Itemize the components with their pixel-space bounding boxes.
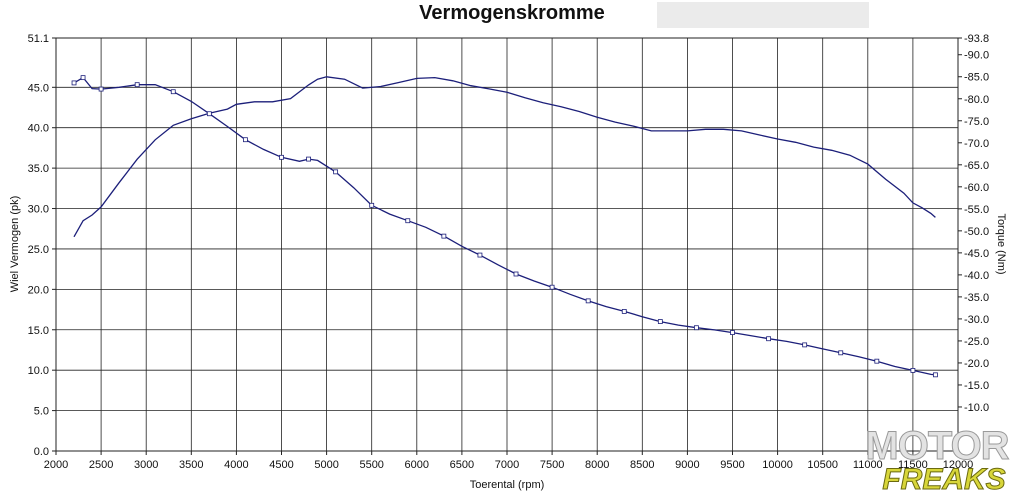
x-tick-label: 10000 [762,459,793,471]
y-right-tick-label: -85.0 [964,72,989,84]
torque-line [73,76,936,376]
torque-point-marker [369,202,375,208]
torque-point-marker [730,330,735,335]
y-left-tick-label: 25.0 [28,244,49,256]
x-tick-labels: 2000 2500 3000 3500 4000 4500 5000 5500 6000 6500… [44,459,974,471]
y-right-tick-labels: -10.0 -15.0 -20.0 -25.0 -30.0 -35.0 -40.0 -45.0… [964,33,989,414]
torque-point-marker [441,233,447,239]
y-left-tick-label: 35.0 [28,163,49,175]
x-axis-label: Toerental (rpm) [470,479,545,491]
x-tick-label: 11000 [853,459,883,471]
x-tick-label: 6500 [450,459,474,471]
y-axis-left-label: Wiel Vermogen (pk) [9,196,21,293]
torque-point-marker [802,342,808,348]
torque-point-marker [206,111,212,117]
x-tick-label: 12000 [943,459,974,471]
x-tick-label: 4000 [224,459,248,471]
x-tick-label: 3500 [179,459,203,471]
y-left-tick-label: 30.0 [28,204,49,216]
plot-frame [55,37,959,452]
y-left-tick-label: 0.0 [34,446,49,458]
torque-point-marker [333,169,339,175]
chart-title: Vermogenskromme [419,2,605,24]
y-left-tick-labels: 0.0 5.0 10.0 15.0 20.0 25.0 30.0 35.0 40.0 45.0 51… [28,33,49,458]
x-tick-label: 8000 [585,459,609,471]
y-left-tick-label: 5.0 [34,406,49,418]
y-right-tick-label: -20.0 [964,358,989,370]
y-left-tick-label: 40.0 [28,123,49,135]
y-right-tick-label: -15.0 [964,380,989,392]
torque-point-marker [243,137,248,143]
y-left-tick-label: 51.1 [28,33,49,45]
torque-point-marker [874,358,880,364]
y-right-tick-label: -60.0 [964,182,989,194]
y-right-tick-label: -65.0 [964,160,989,172]
y-right-tick-label: -50.0 [964,226,989,238]
y-right-tick-label: -45.0 [964,248,989,260]
torque-point-marker [477,252,483,258]
x-tick-label: 2000 [44,459,68,471]
y-left-tick-label: 45.0 [28,82,49,94]
svg-text:FREAKS: FREAKS [882,463,1005,495]
y-axis-right-label: Torque (Nm) [995,213,1007,274]
torque-point-marker [549,284,555,290]
torque-point-marker [71,80,77,86]
torque-point-marker [766,336,771,342]
torque-point-marker [134,82,140,88]
x-tick-label: 4500 [269,459,293,471]
x-tick-label: 7500 [540,459,564,471]
torque-point-marker [80,75,86,81]
x-tick-label: 9000 [675,459,699,471]
torque-point-marker [405,218,411,224]
x-tick-label: 6000 [405,459,429,471]
torque-point-marker [513,271,519,277]
x-tick-label: 9500 [720,459,744,471]
title-background-patch [657,2,869,28]
series-lines [71,75,938,378]
torque-point-marker [98,86,104,92]
motor-freaks-logo: MOTOR FREAKS [865,424,1011,496]
torque-point-marker [306,156,311,162]
y-right-tick-label: -40.0 [964,270,989,282]
x-tick-label: 5000 [314,459,338,471]
torque-point-marker [279,154,284,160]
y-right-tick-label: -80.0 [964,94,989,106]
x-tick-label: 5500 [359,459,383,471]
x-tick-label: 2500 [89,459,113,471]
x-tick-label: 11500 [898,459,928,471]
torque-point-marker [910,368,916,373]
x-tick-label: 7000 [495,459,519,471]
y-right-tick-label: -35.0 [964,292,989,304]
y-right-tick-label: -75.0 [964,116,989,128]
y-left-tick-label: 10.0 [28,365,49,377]
y-right-tick-label: -93.8 [964,33,989,45]
torque-point-marker [170,89,176,95]
y-right-tick-label: -25.0 [964,336,989,348]
torque-point-marker [585,298,591,304]
y-right-tick-label: -90.0 [964,50,989,62]
x-tick-label: 10500 [807,459,838,471]
torque-point-marker [694,325,699,331]
svg-text:MOTOR: MOTOR [865,424,1009,468]
y-left-tick-label: 15.0 [28,325,49,337]
y-right-tick-label: -10.0 [964,402,989,414]
y-right-tick-label: -30.0 [964,314,989,326]
x-tick-label: 3000 [134,459,158,471]
y-left-tick-label: 20.0 [28,284,49,296]
y-right-tick-label: -70.0 [964,138,989,150]
torque-point-marker [621,309,627,314]
y-right-tick-label: -55.0 [964,204,989,216]
x-tick-label: 8500 [630,459,654,471]
torque-point-marker [933,372,938,378]
power-line [73,76,936,238]
torque-point-marker [838,350,844,356]
torque-point-marker [657,319,663,324]
